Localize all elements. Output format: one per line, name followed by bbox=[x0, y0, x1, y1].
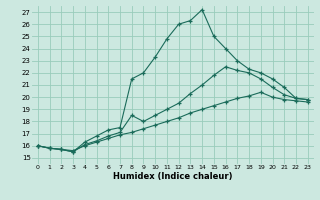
X-axis label: Humidex (Indice chaleur): Humidex (Indice chaleur) bbox=[113, 172, 233, 181]
